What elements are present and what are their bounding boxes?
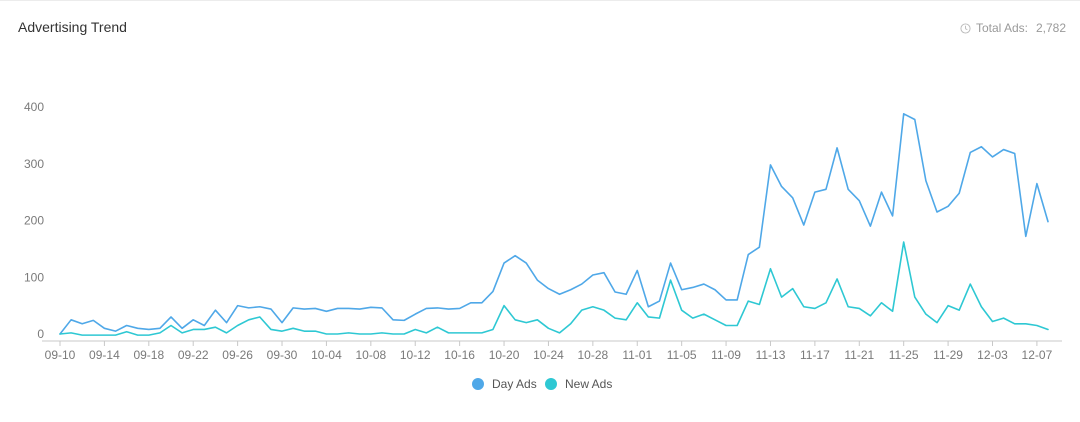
y-tick-label: 200	[24, 214, 44, 228]
x-tick-label: 09-18	[133, 348, 164, 362]
legend-label-day-ads: Day Ads	[492, 377, 537, 391]
x-tick-label: 11-25	[889, 348, 919, 362]
legend-marker-new-ads	[545, 378, 557, 390]
y-tick-label: 300	[24, 157, 44, 171]
x-tick-label: 11-09	[711, 348, 741, 362]
y-tick-label: 400	[24, 100, 44, 114]
x-tick-label: 11-01	[622, 348, 652, 362]
total-ads-label: Total Ads:	[975, 21, 1028, 35]
x-tick-label: 11-13	[756, 348, 786, 362]
legend-label-new-ads: New Ads	[565, 377, 612, 391]
x-tick-label: 12-03	[977, 348, 1008, 362]
x-tick-label: 09-14	[89, 348, 120, 362]
x-tick-label: 10-08	[355, 348, 386, 362]
series-line-new-ads	[59, 241, 1049, 336]
total-ads-value: 2,782	[1035, 21, 1066, 35]
chart-title: Advertising Trend	[18, 19, 127, 35]
x-tick-label: 10-28	[578, 348, 609, 362]
x-tick-label: 10-04	[311, 348, 342, 362]
clock-icon	[960, 22, 971, 34]
x-tick-label: 09-26	[222, 348, 253, 362]
total-ads-summary: Total Ads: 2,782	[960, 21, 1066, 35]
x-tick-label: 11-29	[933, 348, 963, 362]
legend-marker-day-ads	[472, 378, 484, 390]
x-tick-label: 10-24	[533, 348, 564, 362]
y-tick-label: 100	[24, 270, 44, 284]
x-tick-label: 09-30	[267, 348, 298, 362]
x-tick-label: 10-12	[400, 348, 431, 362]
series-line-day-ads	[59, 113, 1049, 335]
x-tick-label: 10-20	[489, 348, 520, 362]
x-tick-label: 09-10	[45, 348, 76, 362]
x-tick-label: 09-22	[178, 348, 209, 362]
x-tick-label: 11-05	[667, 348, 697, 362]
x-tick-label: 12-07	[1022, 348, 1053, 362]
x-tick-label: 10-16	[444, 348, 475, 362]
x-tick-label: 11-21	[844, 348, 874, 362]
y-tick-label: 0	[37, 327, 44, 341]
x-tick-label: 11-17	[800, 348, 830, 362]
